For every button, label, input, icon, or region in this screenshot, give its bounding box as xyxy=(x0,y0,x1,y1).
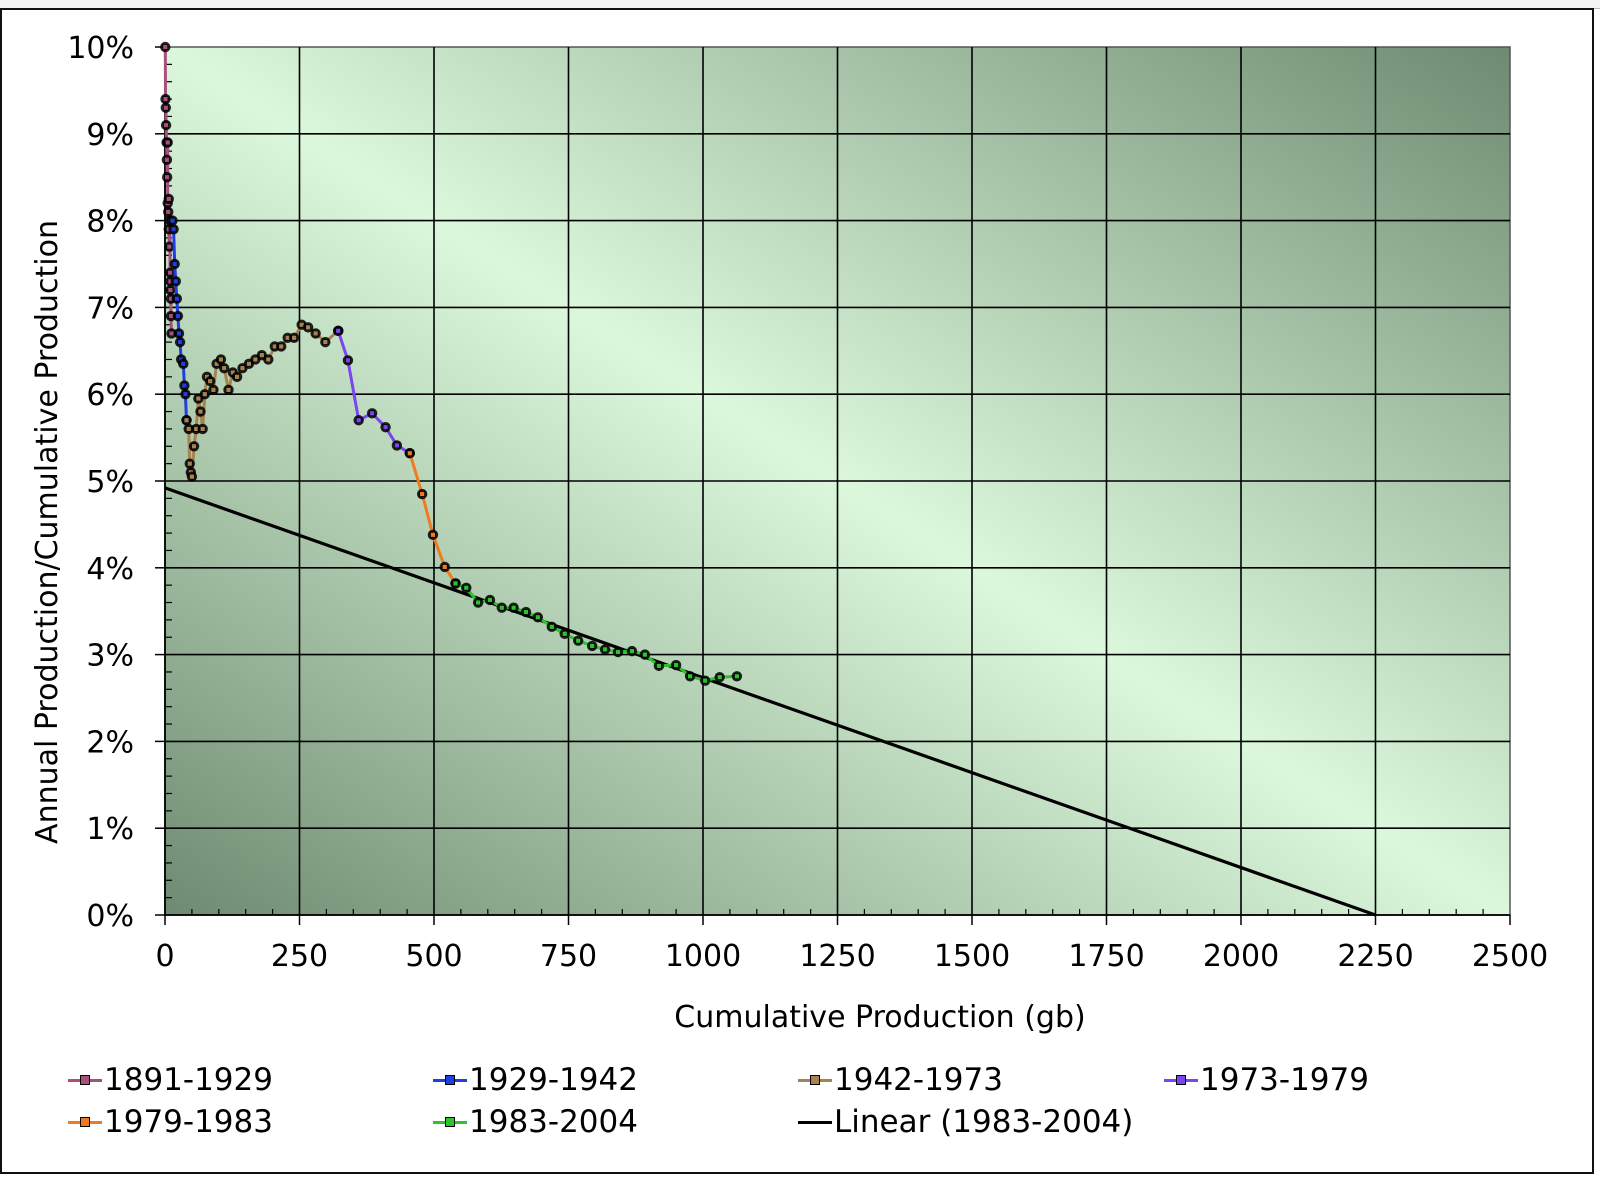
legend-marker-icon xyxy=(433,1102,467,1142)
x-axis-tick-labels: 0 250 500 750 1000 1250 1500 1750 2000 2250 2500 xyxy=(155,939,1548,974)
legend-label: 1973-1979 xyxy=(1200,1062,1369,1098)
legend: 1891-1929 1929-1942 1942-1973 1973-1979 … xyxy=(68,1060,1568,1160)
x-tick-label: 500 xyxy=(405,939,462,974)
y-tick-label: 6% xyxy=(86,378,134,413)
x-tick-label: 0 xyxy=(155,939,174,974)
x-tick-label: 2000 xyxy=(1203,939,1279,974)
series-linear-1983-2004 xyxy=(164,486,1377,917)
legend-marker-icon xyxy=(433,1060,467,1100)
legend-label: 1891-1929 xyxy=(104,1062,273,1098)
legend-marker-icon xyxy=(68,1102,102,1142)
legend-item-1942-1973[interactable]: 1942-1973 xyxy=(798,1060,1003,1100)
legend-label: 1929-1942 xyxy=(469,1062,638,1098)
legend-item-1891-1929[interactable]: 1891-1929 xyxy=(68,1060,273,1100)
legend-label: 1942-1973 xyxy=(834,1062,1003,1098)
y-tick-label: 8% xyxy=(86,205,134,240)
y-tick-label: 10% xyxy=(67,31,134,66)
legend-item-1929-1942[interactable]: 1929-1942 xyxy=(433,1060,638,1100)
series-1983-2004 xyxy=(450,578,743,686)
y-tick-label: 4% xyxy=(86,552,134,587)
y-tick-label: 2% xyxy=(86,725,134,760)
y-tick-label: 5% xyxy=(86,465,134,500)
y-axis-tick-labels: 0% 1% 2% 3% 4% 5% 6% 7% 8% 9% 10% xyxy=(67,31,134,934)
y-tick-label: 7% xyxy=(86,291,134,326)
legend-item-linear-trend[interactable]: Linear (1983-2004) xyxy=(798,1102,1133,1142)
x-tick-label: 1750 xyxy=(1068,939,1144,974)
legend-label: 1979-1983 xyxy=(104,1104,273,1140)
legend-marker-icon xyxy=(68,1060,102,1100)
data-series xyxy=(160,41,1377,917)
legend-item-1983-2004[interactable]: 1983-2004 xyxy=(433,1102,638,1142)
legend-marker-icon xyxy=(1164,1060,1198,1100)
series-1942-1973 xyxy=(181,319,344,482)
y-tick-label: 0% xyxy=(86,899,134,934)
legend-item-1979-1983[interactable]: 1979-1983 xyxy=(68,1102,273,1142)
legend-label: Linear (1983-2004) xyxy=(834,1104,1134,1140)
legend-marker-icon xyxy=(798,1060,832,1100)
x-tick-label: 2250 xyxy=(1337,939,1413,974)
x-tick-label: 1500 xyxy=(934,939,1010,974)
gridlines xyxy=(165,47,1510,915)
x-tick-label: 1250 xyxy=(799,939,875,974)
y-tick-label: 3% xyxy=(86,639,134,674)
y-axis-title: Annual Production/Cumulative Production xyxy=(30,220,65,844)
x-axis-title: Cumulative Production (gb) xyxy=(674,1000,1085,1035)
legend-item-1973-1979[interactable]: 1973-1979 xyxy=(1164,1060,1369,1100)
x-tick-label: 250 xyxy=(271,939,328,974)
y-tick-label: 1% xyxy=(86,812,134,847)
x-tick-label: 2500 xyxy=(1472,939,1548,974)
x-tick-label: 750 xyxy=(540,939,597,974)
legend-label: 1983-2004 xyxy=(469,1104,638,1140)
y-tick-label: 9% xyxy=(86,118,134,153)
chart-plot: 0 250 500 750 1000 1250 1500 1750 2000 2250 2500 0… xyxy=(30,31,1548,1035)
legend-line-icon xyxy=(798,1102,832,1142)
x-tick-label: 1000 xyxy=(665,939,741,974)
